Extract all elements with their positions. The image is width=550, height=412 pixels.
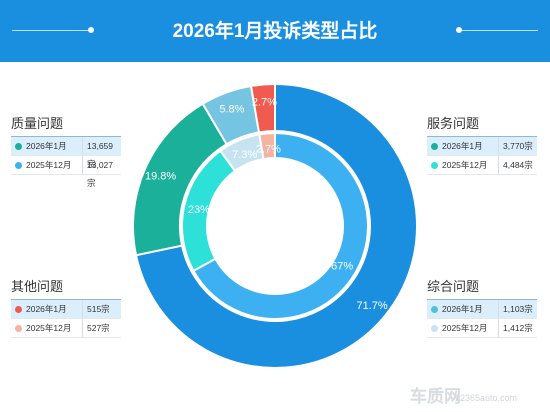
legend-color-dot bbox=[15, 161, 22, 169]
legend-value: 515宗 bbox=[82, 300, 121, 318]
inner-ring-slice-0 bbox=[192, 131, 369, 320]
outer-ring-label-3: 2.7% bbox=[252, 96, 277, 108]
inner-ring-label-1: 23% bbox=[188, 204, 210, 216]
legend-group-title: 质量问题 bbox=[11, 116, 64, 131]
inner-ring bbox=[181, 131, 369, 320]
legend-row: 2026年1月 515宗 bbox=[11, 300, 121, 319]
header-bar: 2026年1月投诉类型占比 bbox=[0, 0, 550, 62]
header-left-dot bbox=[88, 27, 94, 33]
legend-value: 3,770宗 bbox=[498, 137, 537, 155]
legend-group-title: 综合问题 bbox=[427, 279, 480, 294]
legend-group-service: 服务问题 2026年1月 3,770宗 2025年12月 4,484宗 bbox=[427, 115, 537, 175]
chart-title: 2026年1月投诉类型占比 bbox=[172, 21, 378, 42]
header-right-dot bbox=[456, 27, 462, 33]
legend-value: 1,103宗 bbox=[498, 300, 537, 318]
legend-period: 2025年12月 bbox=[442, 160, 488, 170]
legend-value: 13,659宗 bbox=[82, 137, 121, 169]
legend-period: 2025年12月 bbox=[26, 323, 72, 333]
legend-row: 2026年1月 13,659宗 bbox=[11, 137, 121, 169]
watermark-logo: 车质网 bbox=[410, 387, 461, 406]
legend-color-dot bbox=[15, 324, 22, 332]
legend-row: 2026年1月 3,770宗 bbox=[427, 137, 537, 156]
legend-group-quality: 质量问题 2026年1月 13,659宗 2025年12月 13,027宗 bbox=[11, 115, 121, 188]
legend-group-title: 服务问题 bbox=[427, 116, 480, 131]
outer-ring-label-1: 19.8% bbox=[145, 171, 176, 183]
legend-row: 2025年12月 527宗 bbox=[11, 319, 121, 338]
slice-labels: 71.7%19.8%5.8%2.7%67%23%7.3%2.7% bbox=[145, 96, 388, 311]
header-right-line bbox=[460, 30, 538, 31]
legend-group-other: 其他问题 2026年1月 515宗 2025年12月 527宗 bbox=[11, 278, 121, 338]
legend-group-title: 其他问题 bbox=[11, 279, 64, 294]
legend-group-rule bbox=[427, 136, 537, 137]
donut-chart: 71.7%19.8%5.8%2.7%67%23%7.3%2.7% bbox=[132, 82, 418, 369]
watermark-url: 12365auto.com bbox=[455, 393, 518, 403]
inner-ring-label-3: 2.7% bbox=[256, 143, 281, 155]
legend-row: 2025年12月 13,027宗 bbox=[11, 156, 121, 188]
legend-row: 2025年12月 4,484宗 bbox=[427, 156, 537, 175]
legend-period: 2026年1月 bbox=[442, 304, 483, 314]
outer-ring bbox=[132, 82, 418, 369]
inner-ring-label-2: 7.3% bbox=[232, 149, 257, 161]
legend-row: 2025年12月 1,412宗 bbox=[427, 319, 537, 338]
legend-row: 2026年1月 1,103宗 bbox=[427, 300, 537, 319]
legend-color-dot bbox=[15, 305, 22, 313]
legend-color-dot bbox=[431, 305, 438, 313]
outer-ring-slice-0 bbox=[134, 82, 418, 369]
legend-group-rule bbox=[427, 299, 537, 300]
outer-ring-slice-3 bbox=[249, 82, 276, 134]
legend-value: 527宗 bbox=[82, 319, 121, 337]
legend-period: 2026年1月 bbox=[442, 141, 483, 151]
legend-value: 4,484宗 bbox=[498, 156, 537, 174]
legend-period: 2025年12月 bbox=[26, 160, 72, 170]
legend-group-rule bbox=[11, 136, 121, 137]
legend-period: 2026年1月 bbox=[26, 304, 67, 314]
legend-period: 2025年12月 bbox=[442, 323, 488, 333]
legend-color-dot bbox=[431, 324, 438, 332]
inner-ring-slice-3 bbox=[258, 131, 276, 161]
header-left-line bbox=[12, 30, 90, 31]
legend-color-dot bbox=[15, 142, 22, 150]
legend-group-rule bbox=[11, 299, 121, 300]
legend-color-dot bbox=[431, 161, 438, 169]
legend-period: 2026年1月 bbox=[26, 141, 67, 151]
legend-value: 1,412宗 bbox=[498, 319, 537, 337]
legend-group-comprehensive: 综合问题 2026年1月 1,103宗 2025年12月 1,412宗 bbox=[427, 278, 537, 338]
outer-ring-label-2: 5.8% bbox=[219, 104, 244, 116]
inner-ring-label-0: 67% bbox=[331, 261, 353, 273]
legend-color-dot bbox=[431, 142, 438, 150]
outer-ring-label-0: 71.7% bbox=[356, 300, 387, 312]
legend-value: 13,027宗 bbox=[82, 156, 121, 188]
